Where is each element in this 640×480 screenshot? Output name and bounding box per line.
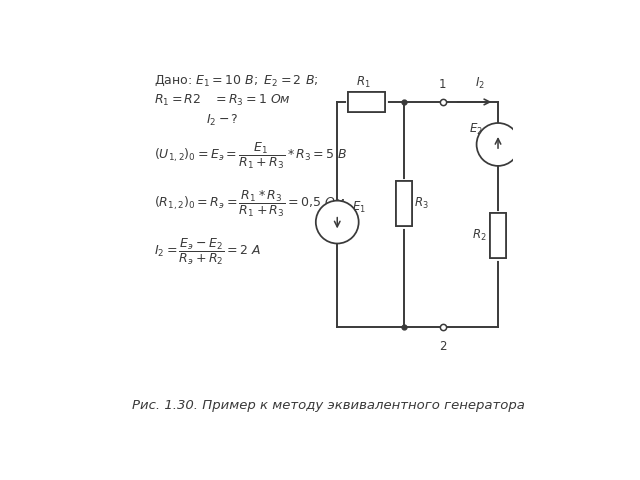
Text: $(R_{1,2})_0 = R_э = \dfrac{R_1 * R_3}{R_1 + R_3} = 0{,}5\ Ом$: $(R_{1,2})_0 = R_э = \dfrac{R_1 * R_3}{R… [154, 189, 346, 219]
Bar [348, 92, 385, 112]
Text: Дано: $E_1 = 10\ B;\ E_2 = 2\ B;$: Дано: $E_1 = 10\ B;\ E_2 = 2\ B;$ [154, 74, 319, 88]
Circle shape [477, 123, 520, 166]
Text: $I_2-?$: $I_2-?$ [206, 113, 239, 128]
Bar [348, 92, 385, 112]
Text: $E_2$: $E_2$ [469, 122, 483, 137]
Text: $E_1$: $E_1$ [352, 200, 366, 215]
Text: $R_1$: $R_1$ [356, 75, 371, 90]
Bar [396, 181, 412, 226]
Circle shape [316, 201, 358, 243]
Text: $I_2$: $I_2$ [475, 76, 485, 91]
Bar [490, 214, 506, 258]
Bar [396, 181, 412, 226]
Text: Рис. 1.30. Пример к методу эквивалентного генератора: Рис. 1.30. Пример к методу эквивалентног… [132, 399, 524, 412]
Text: 2: 2 [439, 340, 446, 353]
Text: 1: 1 [439, 78, 446, 91]
Text: $(U_{1,2})_0 = E_э = \dfrac{E_1}{R_1 + R_3} * R_3 = 5\ B$: $(U_{1,2})_0 = E_э = \dfrac{E_1}{R_1 + R… [154, 141, 348, 171]
Bar [490, 214, 506, 258]
Text: $R_2$: $R_2$ [472, 228, 487, 243]
Text: $I_2 = \dfrac{E_э - E_2}{R_э + R_2} = 2\ A$: $I_2 = \dfrac{E_э - E_2}{R_э + R_2} = 2\… [154, 237, 262, 267]
Text: $R_1 = R2\quad = R_3 = 1\ Ом$: $R_1 = R2\quad = R_3 = 1\ Ом$ [154, 93, 291, 108]
Text: $R_3$: $R_3$ [414, 196, 429, 211]
